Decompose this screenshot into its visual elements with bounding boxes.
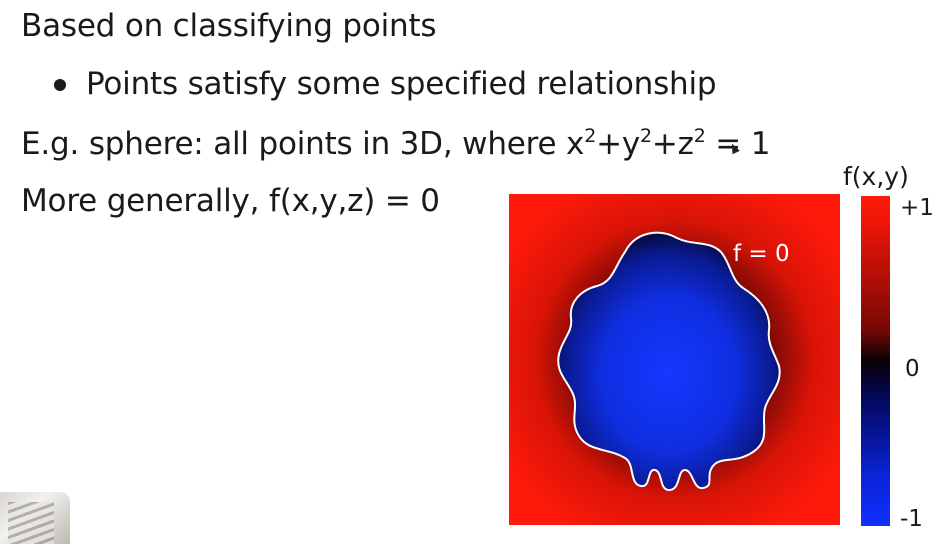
exponent-y: 2 (640, 125, 652, 147)
colorbar-tick-top: +1 (900, 195, 934, 221)
zero-contour-curve (557, 231, 781, 492)
slide-line-sphere-example: E.g. sphere: all points in 3D, where x2+… (21, 126, 770, 162)
webcam-thumbnail-image (8, 502, 54, 544)
sphere-text-y: +y (596, 126, 640, 162)
implicit-function-plot (509, 194, 840, 525)
sphere-text-z: +z (651, 126, 694, 162)
contour-label: f = 0 (733, 241, 790, 267)
sphere-text-suffix: = 1 (705, 126, 771, 162)
implicit-function-svg (509, 194, 840, 525)
bullet-text-relationship: Points satisfy some specified relationsh… (86, 66, 717, 102)
colorbar-title: f(x,y) (843, 162, 909, 191)
bullet-dot-icon (54, 79, 66, 91)
colorbar-tick-mid: 0 (905, 356, 920, 382)
colorbar (861, 196, 890, 526)
exponent-x: 2 (584, 125, 597, 147)
slide-line-general-form: More generally, f(x,y,z) = 0 (21, 183, 440, 219)
sphere-text-prefix: E.g. sphere: all points in 3D, where x (21, 126, 585, 162)
exponent-z: 2 (693, 125, 706, 147)
webcam-thumbnail (0, 492, 70, 544)
slide-line-classifying-points: Based on classifying points (21, 8, 437, 44)
colorbar-tick-bottom: -1 (900, 506, 923, 532)
